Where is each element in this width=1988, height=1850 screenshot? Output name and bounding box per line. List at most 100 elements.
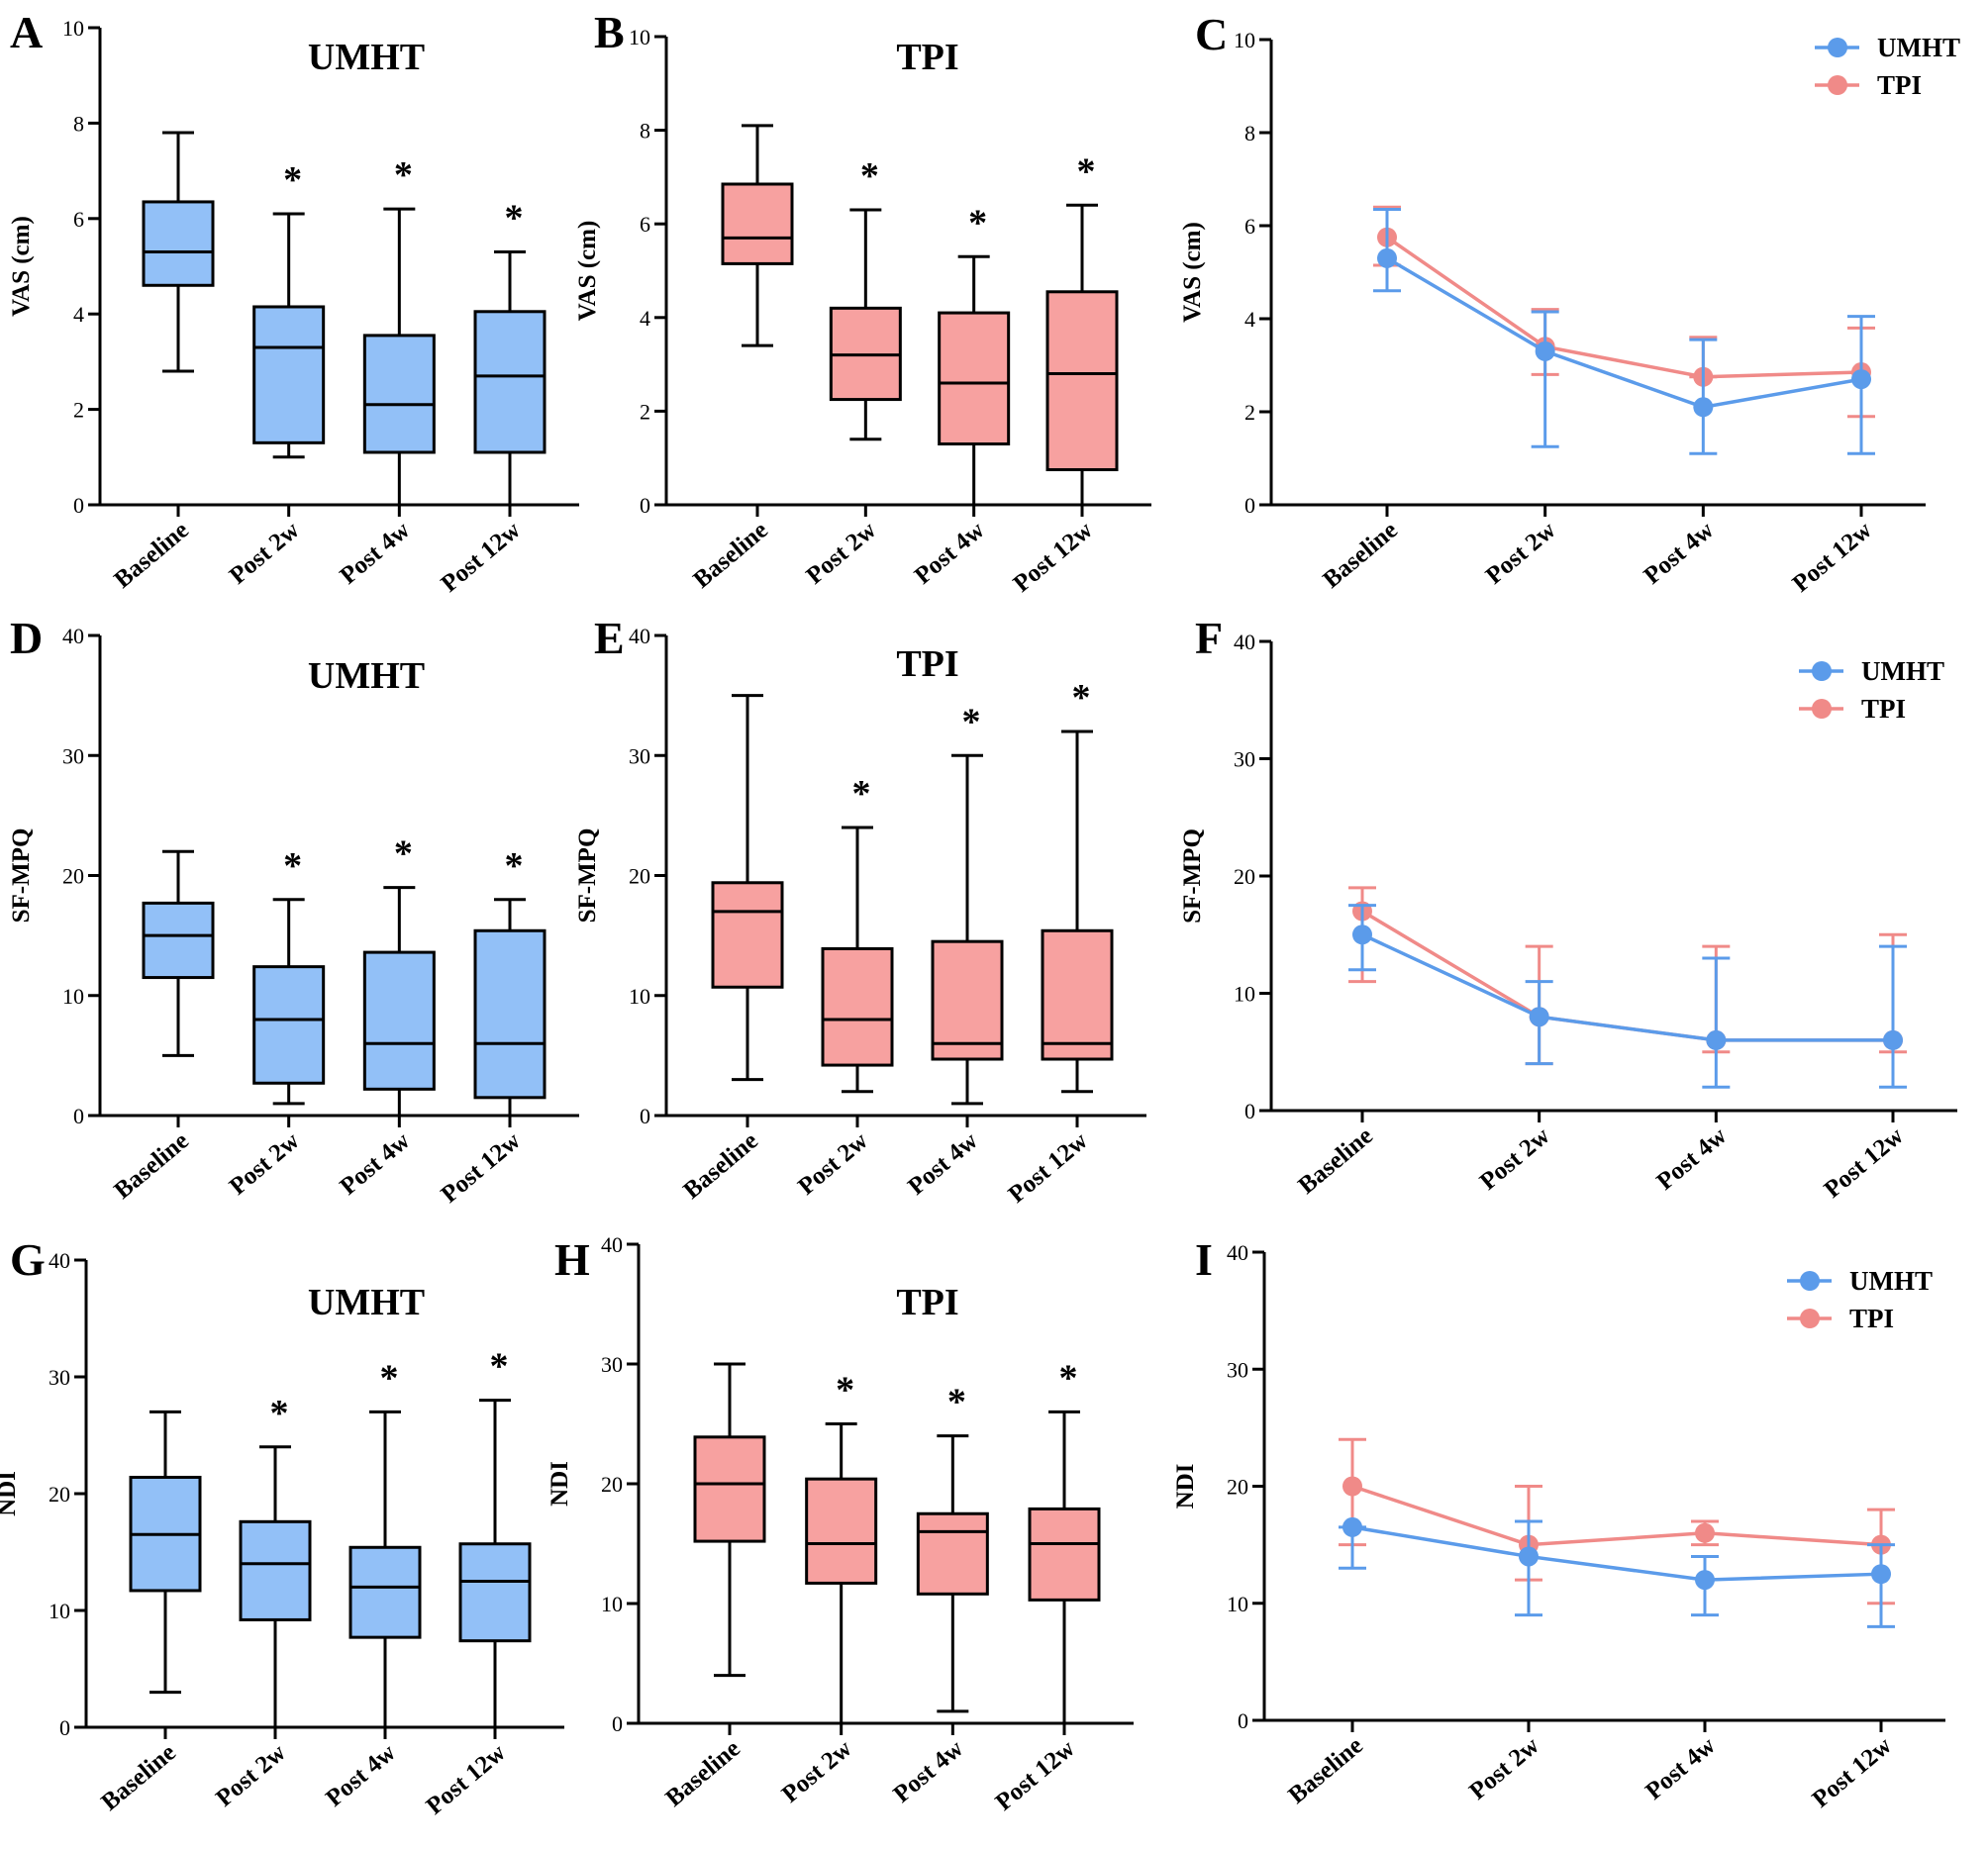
y-axis-title: NDI	[1172, 1464, 1199, 1509]
x-tick-label: Post 2w	[1481, 517, 1561, 590]
data-point	[1342, 1516, 1362, 1537]
panel-e: E TPI 0 10 20 30 40 SF-MPQ Baseline Post 2w Post 4…	[574, 613, 1146, 1209]
iqr-box	[693, 1435, 766, 1543]
legend-marker	[1828, 38, 1847, 57]
y-tick-label: 20	[629, 864, 650, 889]
panel-letter: D	[10, 613, 43, 663]
panel-b: B TPI 0 2 4 6 8 10 VAS (cm) Baseline Post 2w Post 4…	[574, 7, 1151, 598]
series-umht	[1373, 208, 1875, 455]
box-1: *	[252, 845, 326, 1106]
y-axis-title: SF-MPQ	[8, 828, 35, 924]
y-axis-title: VAS (cm)	[1179, 222, 1206, 323]
significance-star: *	[283, 159, 302, 201]
box-2: *	[362, 833, 436, 1118]
significance-star: *	[836, 1370, 854, 1412]
legend-label: UMHT	[1877, 33, 1960, 62]
data-point	[1529, 1007, 1549, 1027]
iqr-box	[142, 901, 215, 980]
legend-umht: UMHT	[1787, 1266, 1933, 1296]
y-tick-label: 4	[73, 302, 84, 327]
x-tick-label: Post 4w	[910, 517, 990, 590]
x-tick-label: Post 2w	[1475, 1122, 1555, 1196]
x-tick-label: Post 12w	[1820, 1122, 1909, 1204]
panel-letter: C	[1195, 9, 1228, 59]
panel-f: F 0 10 20 30 40 SF-MPQ Baseline Post 2w Post 4w Po…	[1179, 613, 1957, 1204]
y-tick-label: 10	[629, 984, 650, 1009]
iqr-box	[916, 1511, 989, 1596]
series-line	[1351, 1484, 1882, 1547]
data-point	[1693, 397, 1714, 418]
y-tick-label: 2	[640, 399, 650, 424]
legend-marker	[1812, 661, 1832, 681]
series-line	[1361, 932, 1893, 1042]
x-tick-label: Baseline	[96, 1739, 180, 1816]
y-tick-label: 0	[73, 1104, 84, 1128]
box-1: *	[805, 1370, 878, 1725]
x-tick-label: Post 2w	[1464, 1732, 1544, 1805]
y-axis-title: SF-MPQ	[1179, 828, 1206, 924]
panel-title: UMHT	[308, 1282, 425, 1323]
x-tick-label: Baseline	[660, 1735, 745, 1812]
box-3: *	[458, 1346, 532, 1729]
legend-label: UMHT	[1849, 1266, 1933, 1296]
x-tick-label: Post 4w	[1640, 1732, 1721, 1805]
legend-tpi: TPI	[1799, 694, 1906, 724]
y-tick-label: 10	[1234, 28, 1255, 52]
box-1: *	[821, 773, 894, 1094]
x-tick-label: Post 2w	[225, 1127, 305, 1201]
y-axis-title: VAS (cm)	[574, 221, 601, 322]
legend-marker	[1812, 699, 1832, 719]
x-tick-label: Post 12w	[1004, 1127, 1093, 1209]
x-tick-label: Post 2w	[225, 517, 305, 590]
iqr-box	[805, 1477, 878, 1585]
significance-star: *	[270, 1393, 289, 1434]
box-2: *	[931, 701, 1004, 1106]
x-tick-label: Post 12w	[422, 1739, 511, 1820]
legend-marker	[1828, 75, 1847, 95]
y-tick-label: 10	[62, 984, 84, 1009]
series-umht	[1339, 1516, 1895, 1628]
data-point	[1883, 1029, 1903, 1050]
y-tick-label: 40	[49, 1248, 70, 1273]
y-tick-label: 10	[1227, 1592, 1248, 1616]
x-tick-label: Post 2w	[802, 517, 882, 590]
y-tick-label: 0	[612, 1711, 623, 1736]
box-3: *	[1041, 677, 1114, 1094]
legend-umht: UMHT	[1799, 656, 1944, 686]
significance-star: *	[394, 833, 413, 875]
significance-star: *	[852, 773, 871, 815]
y-tick-label: 10	[49, 1599, 70, 1623]
significance-star: *	[1072, 677, 1091, 719]
y-tick-label: 20	[601, 1472, 623, 1497]
y-tick-label: 30	[62, 743, 84, 768]
y-tick-label: 30	[601, 1352, 623, 1377]
iqr-box	[458, 1542, 532, 1643]
legend-tpi: TPI	[1815, 70, 1922, 100]
significance-star: *	[505, 198, 524, 240]
y-tick-label: 40	[1234, 630, 1255, 654]
box-2: *	[362, 154, 436, 507]
y-tick-label: 40	[601, 1232, 623, 1257]
x-tick-label: Baseline	[1293, 1122, 1377, 1200]
significance-star: *	[490, 1346, 509, 1388]
legend-umht: UMHT	[1815, 33, 1960, 62]
y-axis-title: NDI	[0, 1471, 21, 1516]
iqr-box	[252, 305, 326, 444]
series-tpi	[1373, 205, 1875, 419]
y-axis-title: SF-MPQ	[574, 828, 601, 924]
x-tick-label: Baseline	[678, 1127, 762, 1205]
panel-i: I 0 10 20 30 40 NDI Baseline Post 2w Post 4w Post …	[1172, 1234, 1945, 1813]
iqr-box	[1041, 928, 1114, 1061]
y-tick-label: 30	[49, 1365, 70, 1390]
significance-star: *	[860, 155, 879, 197]
y-tick-label: 20	[49, 1482, 70, 1507]
y-tick-label: 6	[1244, 214, 1255, 239]
x-tick-label: Baseline	[688, 517, 772, 594]
box-3: *	[473, 845, 547, 1118]
iqr-box	[348, 1545, 422, 1639]
significance-star: *	[1059, 1357, 1078, 1399]
box-1: *	[252, 159, 326, 459]
box-3: *	[473, 198, 547, 507]
y-tick-label: 0	[640, 493, 650, 518]
